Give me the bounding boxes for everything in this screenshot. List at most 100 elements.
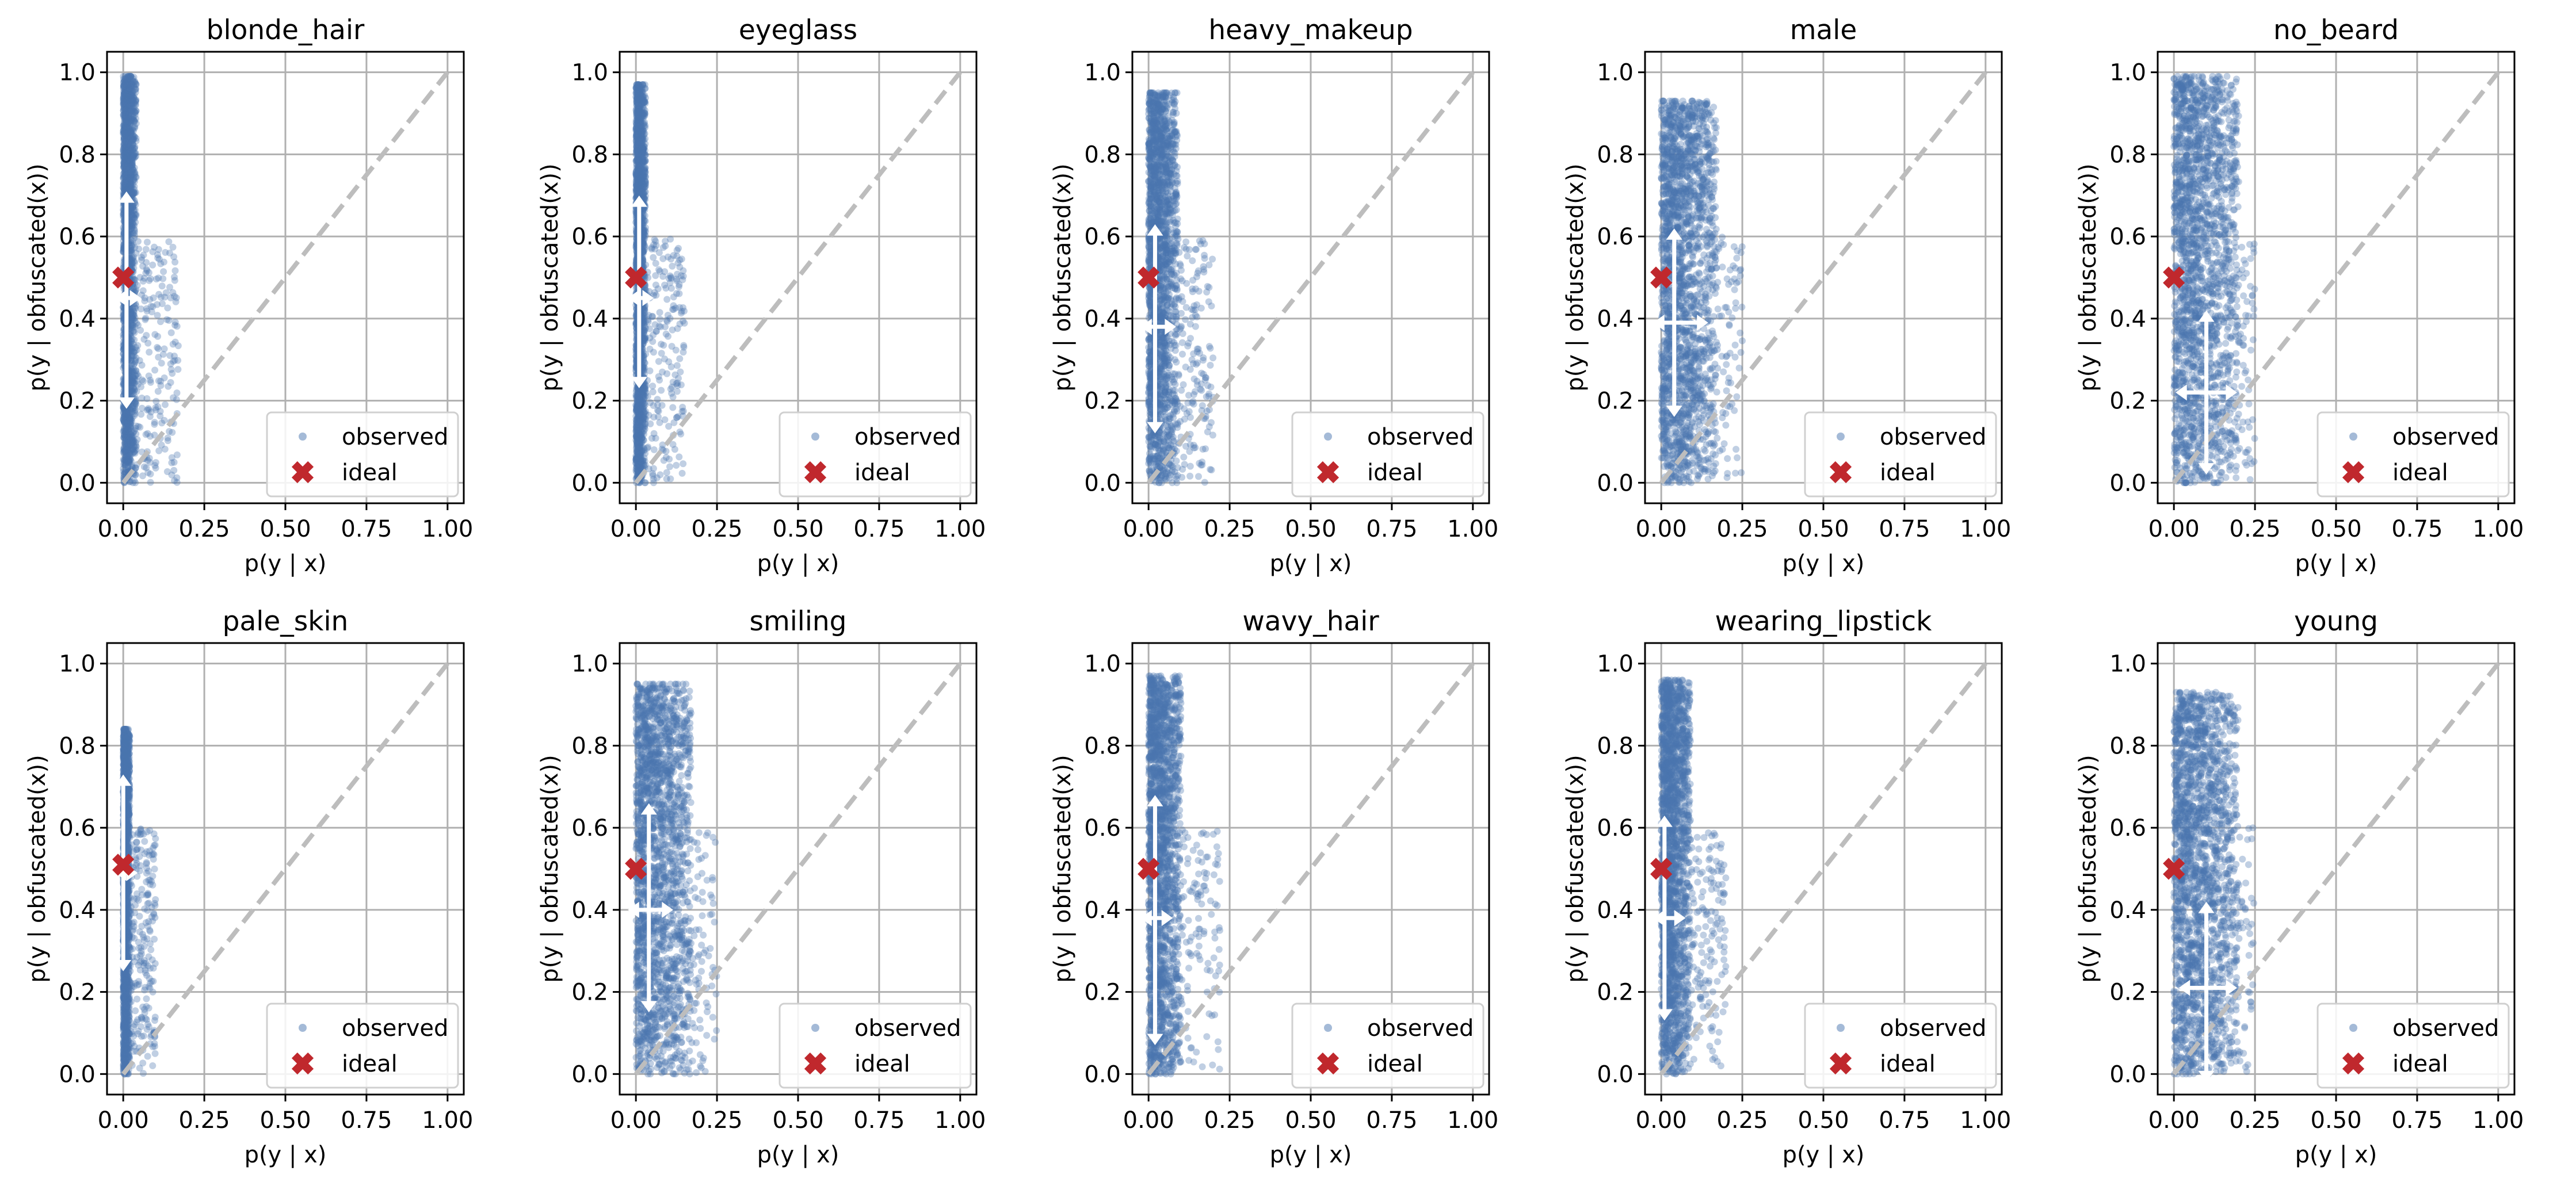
observed-point bbox=[126, 456, 133, 464]
observed-point bbox=[636, 173, 643, 180]
observed-point bbox=[635, 435, 642, 442]
observed-point bbox=[638, 399, 646, 407]
observed-point bbox=[123, 119, 131, 127]
observed-point bbox=[639, 397, 646, 404]
observed-point bbox=[128, 159, 135, 166]
observed-point bbox=[640, 444, 647, 452]
observed-point bbox=[126, 459, 133, 466]
observed-point bbox=[128, 229, 136, 237]
observed-point bbox=[639, 158, 647, 165]
observed-point bbox=[635, 456, 642, 463]
observed-point bbox=[635, 103, 643, 110]
observed-point bbox=[128, 173, 135, 180]
observed-point bbox=[640, 384, 648, 392]
observed-point bbox=[642, 180, 649, 188]
observed-point bbox=[124, 117, 131, 124]
observed-point bbox=[123, 183, 130, 191]
observed-point bbox=[636, 455, 643, 462]
observed-point bbox=[128, 81, 135, 88]
observed-point bbox=[123, 186, 131, 194]
observed-point bbox=[650, 479, 657, 487]
observed-point bbox=[636, 156, 643, 164]
observed-point bbox=[640, 385, 647, 392]
observed-point bbox=[127, 244, 135, 252]
observed-point bbox=[632, 151, 640, 158]
observed-point bbox=[638, 171, 645, 179]
observed-point bbox=[662, 330, 670, 338]
observed-point bbox=[121, 129, 128, 137]
observed-point bbox=[634, 151, 642, 158]
observed-point bbox=[665, 275, 673, 282]
observed-point bbox=[640, 158, 647, 166]
observed-point bbox=[639, 363, 647, 370]
observed-point bbox=[635, 167, 642, 174]
observed-point bbox=[633, 170, 641, 177]
observed-point bbox=[680, 267, 687, 274]
observed-point bbox=[644, 269, 651, 276]
observed-point bbox=[637, 453, 644, 460]
observed-point bbox=[121, 160, 128, 167]
y-tick-label: 1.0 bbox=[571, 60, 608, 86]
observed-point bbox=[124, 430, 131, 438]
observed-point bbox=[155, 255, 163, 263]
observed-point bbox=[634, 125, 642, 132]
observed-point bbox=[120, 134, 128, 141]
observed-point bbox=[125, 433, 133, 441]
observed-point bbox=[640, 146, 647, 153]
observed-point bbox=[120, 465, 127, 472]
observed-point bbox=[124, 439, 131, 446]
observed-point bbox=[127, 441, 135, 449]
observed-point bbox=[642, 389, 650, 396]
observed-point bbox=[120, 431, 128, 438]
observed-point bbox=[639, 145, 647, 152]
observed-point bbox=[635, 106, 643, 113]
observed-point bbox=[127, 423, 134, 430]
observed-point bbox=[633, 461, 641, 468]
observed-point bbox=[128, 156, 136, 164]
observed-point bbox=[636, 105, 643, 113]
observed-point bbox=[638, 98, 645, 105]
observed-point bbox=[122, 167, 129, 174]
observed-point bbox=[667, 255, 675, 263]
x-tick-label: 0.00 bbox=[98, 516, 149, 542]
observed-point bbox=[125, 97, 132, 104]
observed-point bbox=[124, 152, 131, 159]
observed-point bbox=[123, 434, 130, 441]
observed-point bbox=[121, 90, 128, 97]
observed-point bbox=[635, 458, 643, 466]
observed-point bbox=[136, 274, 144, 281]
observed-point bbox=[656, 309, 663, 316]
observed-point bbox=[659, 273, 667, 280]
observed-point bbox=[123, 132, 130, 139]
observed-point bbox=[164, 304, 171, 312]
observed-point bbox=[636, 178, 643, 186]
observed-point bbox=[638, 402, 645, 409]
observed-point bbox=[124, 411, 131, 419]
legend-ideal-marker bbox=[291, 461, 314, 484]
observed-point bbox=[120, 121, 128, 128]
observed-point bbox=[147, 470, 154, 478]
observed-point bbox=[635, 117, 642, 124]
observed-point bbox=[633, 429, 640, 436]
observed-point bbox=[129, 190, 136, 198]
observed-point bbox=[634, 90, 642, 97]
observed-point bbox=[133, 346, 140, 354]
observed-point bbox=[129, 259, 136, 266]
observed-point bbox=[635, 416, 643, 424]
observed-point bbox=[123, 142, 131, 150]
observed-point bbox=[174, 357, 182, 364]
observed-point bbox=[129, 106, 136, 113]
observed-point bbox=[128, 440, 136, 447]
observed-point bbox=[641, 167, 648, 174]
observed-point bbox=[641, 81, 648, 89]
observed-point bbox=[123, 423, 131, 430]
observed-point bbox=[121, 469, 129, 476]
observed-point bbox=[639, 154, 646, 161]
observed-point bbox=[123, 460, 130, 467]
observed-point bbox=[139, 287, 147, 294]
observed-point bbox=[633, 94, 640, 101]
observed-point bbox=[635, 87, 643, 95]
observed-point bbox=[127, 478, 134, 485]
observed-point bbox=[127, 189, 135, 196]
observed-point bbox=[128, 217, 135, 224]
